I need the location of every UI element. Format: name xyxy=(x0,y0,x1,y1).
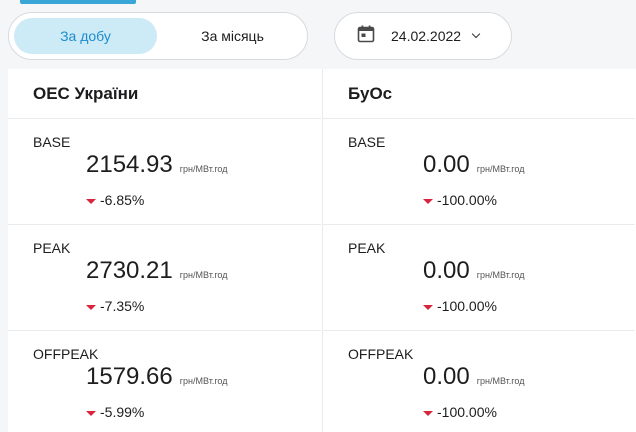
period-toggle: За добу За місяць xyxy=(8,12,308,60)
market-column-buos: БуОс BASE 0.00 грн/МВт.год -100.00% PEAK… xyxy=(322,69,635,432)
row-label: BASE xyxy=(33,134,71,150)
price-value: 2154.93 xyxy=(86,151,173,178)
price-change: -7.35% xyxy=(100,298,145,314)
chevron-down-icon xyxy=(471,29,481,39)
down-arrow-icon xyxy=(423,199,433,204)
market-column-oes: ОЕС України BASE 2154.93 грн/МВт.год -6.… xyxy=(8,69,321,432)
down-arrow-icon xyxy=(423,411,433,416)
price-change: -6.85% xyxy=(100,192,145,208)
price-panel: ОЕС України BASE 2154.93 грн/МВт.год -6.… xyxy=(8,69,636,432)
row-label: OFFPEAK xyxy=(348,346,414,362)
selected-date: 24.02.2022 xyxy=(391,28,462,44)
down-arrow-icon xyxy=(86,305,96,310)
down-arrow-icon xyxy=(86,411,96,416)
price-unit: грн/МВт.год xyxy=(179,376,228,386)
market-title: БуОс xyxy=(323,69,635,119)
price-row-offpeak: OFFPEAK 1579.66 грн/МВт.год -5.99% xyxy=(8,331,321,432)
price-value: 0.00 xyxy=(423,151,470,178)
price-unit: грн/МВт.год xyxy=(476,376,525,386)
row-label: PEAK xyxy=(348,240,386,256)
price-unit: грн/МВт.год xyxy=(179,270,228,280)
price-change: -100.00% xyxy=(437,298,497,314)
period-day-button[interactable]: За добу xyxy=(14,18,157,54)
row-label: BASE xyxy=(348,134,386,150)
price-value: 2730.21 xyxy=(86,257,173,284)
down-arrow-icon xyxy=(423,305,433,310)
price-row-base: BASE 0.00 грн/МВт.год -100.00% xyxy=(323,119,635,225)
price-change: -5.99% xyxy=(100,404,145,420)
price-unit: грн/МВт.год xyxy=(476,270,525,280)
price-row-peak: PEAK 0.00 грн/МВт.год -100.00% xyxy=(323,225,635,331)
price-row-offpeak: OFFPEAK 0.00 грн/МВт.год -100.00% xyxy=(323,331,635,432)
market-title: ОЕС України xyxy=(8,69,321,119)
row-label: PEAK xyxy=(33,240,71,256)
toolbar: За добу За місяць 24.02.2022 xyxy=(8,12,628,60)
price-unit: грн/МВт.год xyxy=(179,164,228,174)
price-value: 0.00 xyxy=(423,363,470,390)
calendar-icon xyxy=(357,25,375,48)
active-tab-indicator xyxy=(20,0,136,4)
price-unit: грн/МВт.год xyxy=(476,164,525,174)
date-picker[interactable]: 24.02.2022 xyxy=(334,12,512,60)
price-value: 0.00 xyxy=(423,257,470,284)
price-change: -100.00% xyxy=(437,404,497,420)
price-row-base: BASE 2154.93 грн/МВт.год -6.85% xyxy=(8,119,321,225)
down-arrow-icon xyxy=(86,199,96,204)
price-value: 1579.66 xyxy=(86,363,173,390)
price-row-peak: PEAK 2730.21 грн/МВт.год -7.35% xyxy=(8,225,321,331)
price-change: -100.00% xyxy=(437,192,497,208)
row-label: OFFPEAK xyxy=(33,346,99,362)
period-month-button[interactable]: За місяць xyxy=(201,28,264,44)
